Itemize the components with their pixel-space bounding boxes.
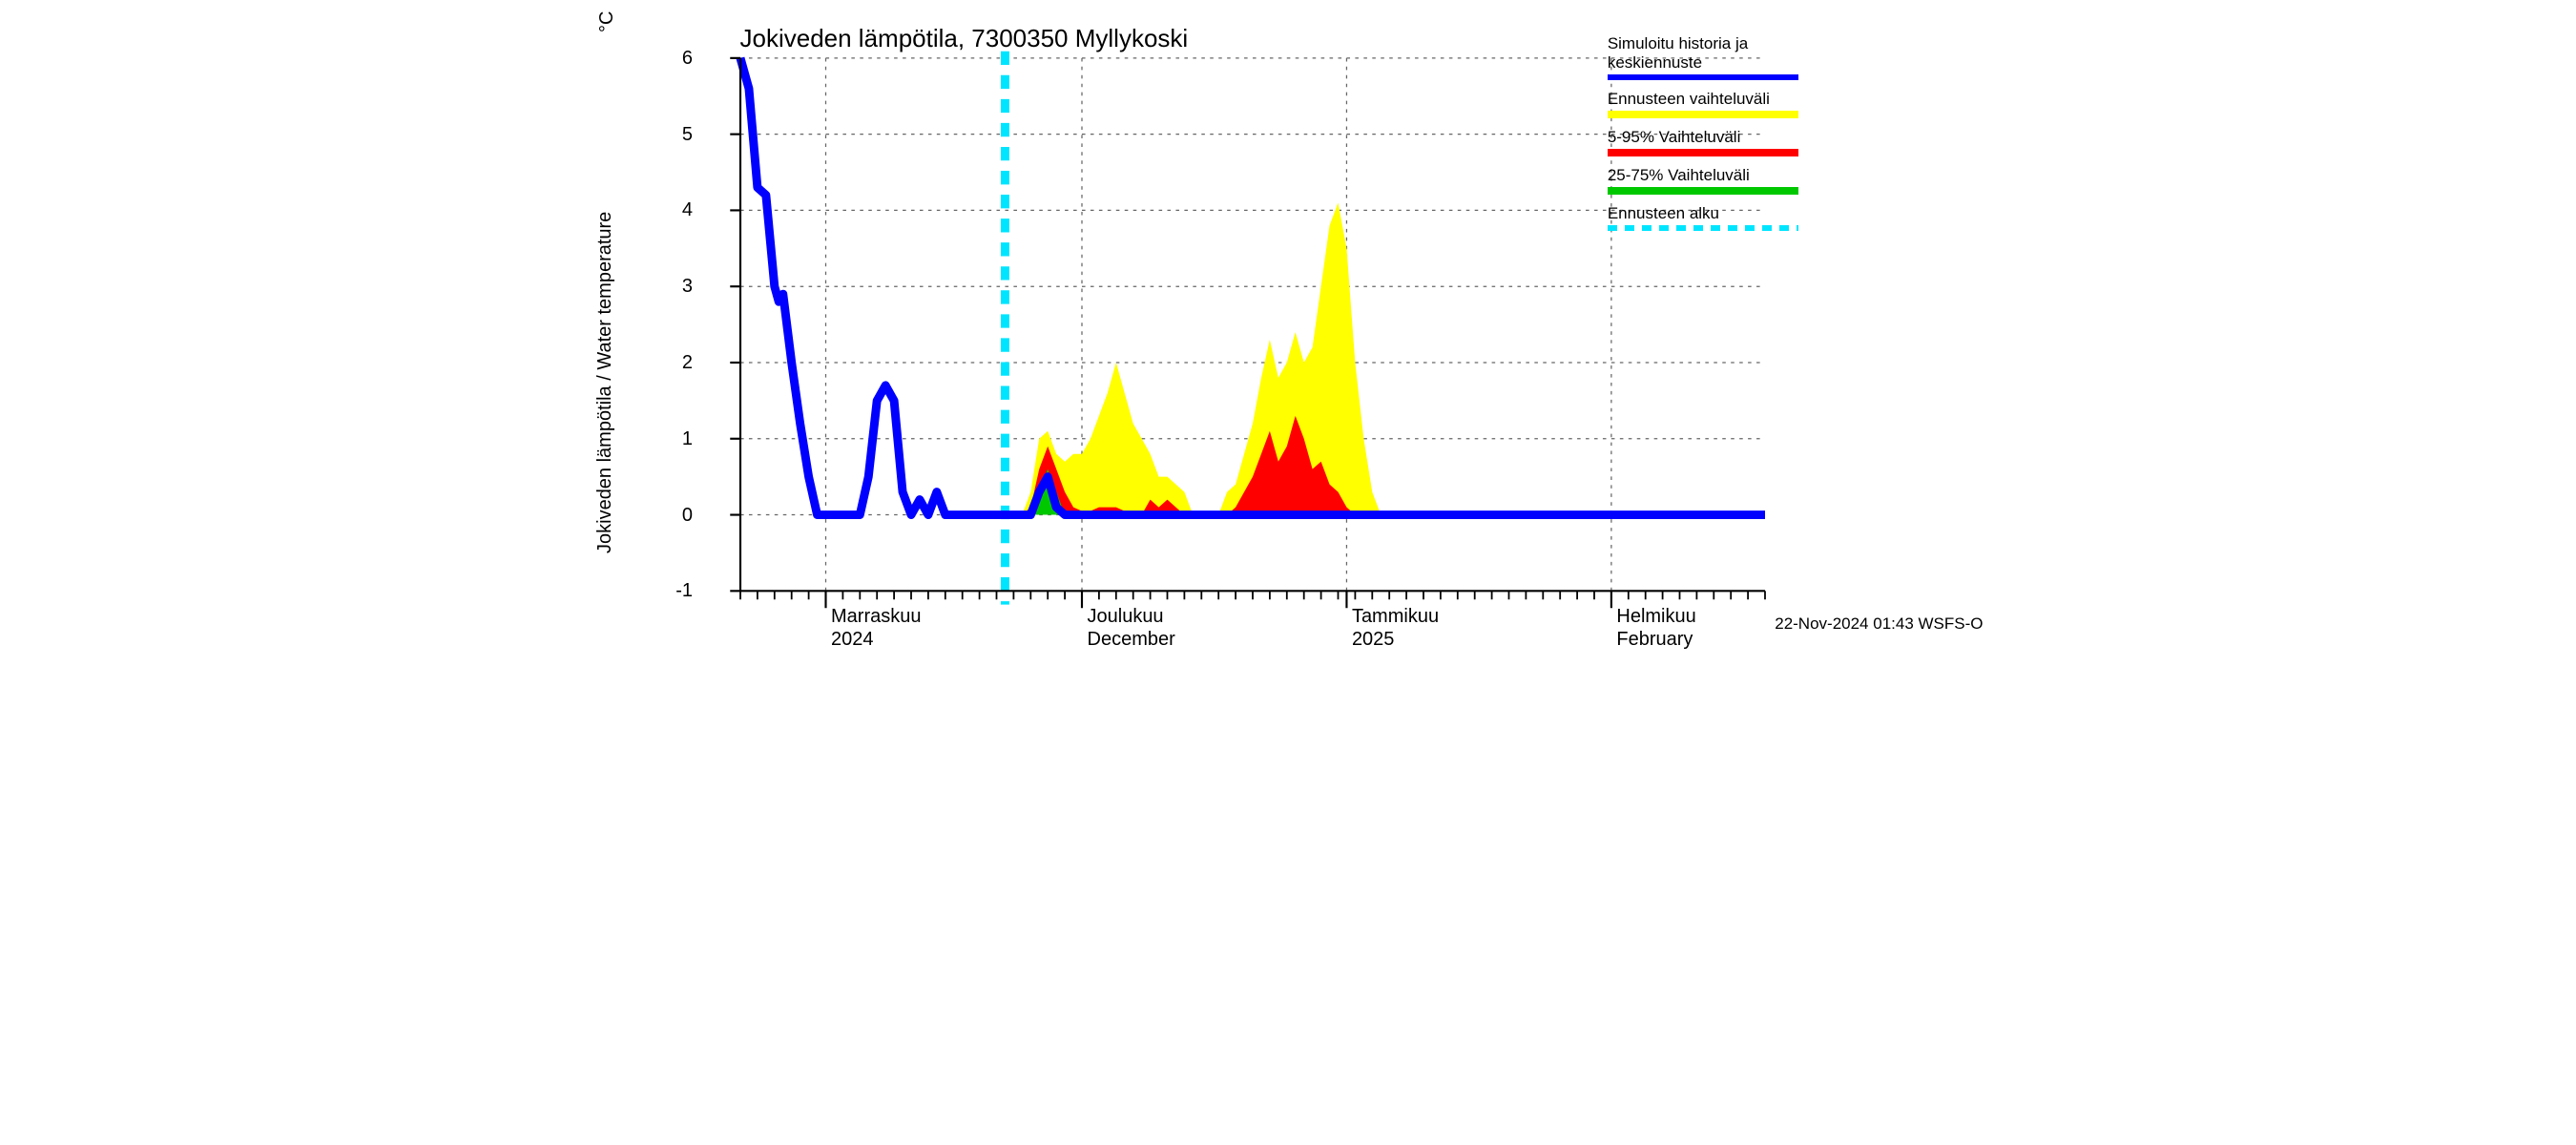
y-tick-label: 3	[654, 276, 693, 298]
x-tick-label: Marraskuu2024	[831, 605, 921, 651]
y-tick-label: 1	[654, 428, 693, 450]
legend-item: Ennusteen vaihteluväli	[1608, 90, 1798, 118]
legend-item: Simuloitu historia ja keskiennuste	[1608, 34, 1798, 80]
chart-container: °C Jokiveden lämpötila / Water temperatu…	[570, 0, 2007, 639]
legend-label: Ennusteen vaihteluväli	[1608, 90, 1798, 109]
legend-label: Simuloitu historia ja keskiennuste	[1608, 34, 1798, 73]
legend-item: Ennusteen alku	[1608, 204, 1798, 231]
legend-swatch	[1608, 149, 1798, 156]
legend-item: 25-75% Vaihteluväli	[1608, 166, 1798, 195]
y-axis-label: Jokiveden lämpötila / Water temperature	[594, 212, 616, 553]
legend: Simuloitu historia ja keskiennuste Ennust…	[1608, 34, 1798, 240]
y-tick-label: 5	[654, 124, 693, 146]
y-tick-label: 4	[654, 199, 693, 221]
footer-timestamp: 22-Nov-2024 01:43 WSFS-O	[1775, 614, 1983, 634]
x-tick-label: Tammikuu2025	[1352, 605, 1439, 651]
chart-title: Jokiveden lämpötila, 7300350 Myllykoski	[740, 24, 1189, 53]
y-tick-label: 2	[654, 352, 693, 374]
y-axis-unit: °C	[596, 11, 618, 32]
y-tick-label: 6	[654, 48, 693, 70]
legend-swatch	[1608, 74, 1798, 80]
y-tick-label: -1	[654, 580, 693, 602]
legend-swatch	[1608, 187, 1798, 195]
y-tick-label: 0	[654, 505, 693, 527]
legend-swatch	[1608, 111, 1798, 118]
legend-item: 5-95% Vaihteluväli	[1608, 128, 1798, 156]
legend-label: 25-75% Vaihteluväli	[1608, 166, 1798, 185]
legend-swatch	[1608, 225, 1798, 231]
legend-label: 5-95% Vaihteluväli	[1608, 128, 1798, 147]
x-tick-label: JoulukuuDecember	[1088, 605, 1175, 651]
x-tick-label: HelmikuuFebruary	[1616, 605, 1695, 651]
legend-label: Ennusteen alku	[1608, 204, 1798, 223]
